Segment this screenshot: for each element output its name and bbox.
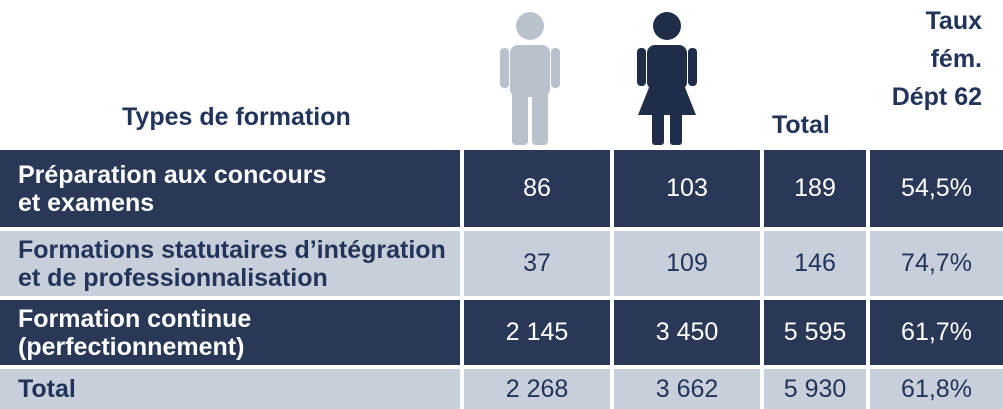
row-label-line: Formation continue	[18, 304, 252, 333]
row-label-line: Formations statutaires d’intégration	[18, 235, 446, 264]
row-label: Formations statutaires d’intégration et d…	[0, 231, 460, 296]
cell: 54,5%	[870, 150, 1003, 227]
row-label-line: et de professionnalisation	[18, 263, 328, 292]
header-rate-line: fém.	[930, 45, 982, 73]
header-total: Total	[772, 111, 830, 139]
cell: 61,8%	[870, 369, 1003, 409]
cell: 146	[764, 231, 866, 296]
header-rate: Taux fém. Dépt 62	[872, 2, 982, 116]
cell: 2 268	[464, 369, 610, 409]
cell: 3 450	[614, 300, 760, 365]
cell: 5 595	[764, 300, 866, 365]
row-label-line: Préparation aux concours	[18, 160, 327, 189]
row-label: Préparation aux concours et examens	[0, 150, 460, 227]
cell: 189	[764, 150, 866, 227]
man-icon	[500, 12, 560, 145]
cell: 74,7%	[870, 231, 1003, 296]
row-label: Total	[0, 369, 460, 409]
cell: 2 145	[464, 300, 610, 365]
row-label-line: et examens	[18, 188, 155, 217]
cell: 109	[614, 231, 760, 296]
woman-icon	[637, 12, 697, 145]
header-rate-line: Dépt 62	[891, 83, 982, 111]
row-label: Formation continue (perfectionnement)	[0, 300, 460, 365]
row-label-line: Total	[18, 375, 76, 403]
row-label-line: (perfectionnement)	[18, 332, 245, 361]
cell: 86	[464, 150, 610, 227]
header-rate-line: Taux	[925, 7, 983, 35]
cell: 5 930	[764, 369, 866, 409]
cell: 61,7%	[870, 300, 1003, 365]
cell: 37	[464, 231, 610, 296]
header-title: Types de formation	[122, 103, 351, 131]
cell: 3 662	[614, 369, 760, 409]
cell: 103	[614, 150, 760, 227]
